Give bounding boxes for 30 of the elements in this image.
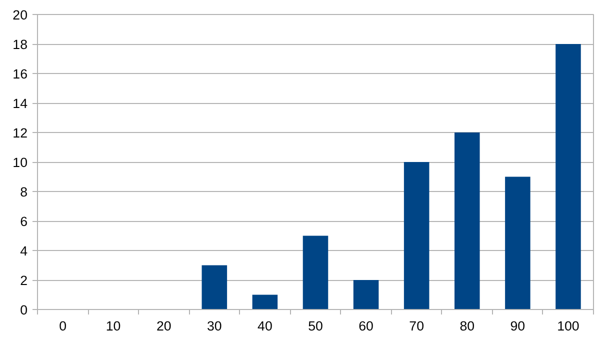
x-tick-label: 70 xyxy=(409,318,424,334)
x-tick-label: 60 xyxy=(358,318,374,334)
y-tick-label: 6 xyxy=(20,214,28,229)
x-tick-label: 10 xyxy=(106,318,121,334)
x-tick-label: 80 xyxy=(460,318,475,334)
y-tick-label: 20 xyxy=(12,8,28,22)
x-tick-label: 0 xyxy=(59,318,66,334)
y-tick-label: 2 xyxy=(20,273,28,288)
x-tick-label: 100 xyxy=(557,318,580,334)
x-tick-label: 20 xyxy=(156,318,172,334)
bar xyxy=(505,176,530,310)
x-tick-label: 50 xyxy=(308,318,323,334)
x-tick-label: 90 xyxy=(510,318,526,334)
y-tick-label: 10 xyxy=(12,155,28,170)
y-tick-label: 12 xyxy=(12,126,28,140)
bar xyxy=(202,265,228,310)
bar xyxy=(302,236,328,310)
x-tick-label: 40 xyxy=(258,318,272,334)
x-tick-label: 30 xyxy=(206,318,222,334)
y-tick-label: 4 xyxy=(20,244,28,258)
y-tick-label: 0 xyxy=(20,302,28,318)
y-tick-label: 14 xyxy=(12,96,28,111)
y-tick-label: 8 xyxy=(20,184,28,200)
bar xyxy=(252,294,278,310)
bar xyxy=(556,44,581,310)
bar xyxy=(454,132,480,310)
bar xyxy=(353,280,379,310)
y-tick-label: 16 xyxy=(12,66,28,82)
bar xyxy=(404,162,430,310)
y-tick-label: 18 xyxy=(12,37,28,52)
